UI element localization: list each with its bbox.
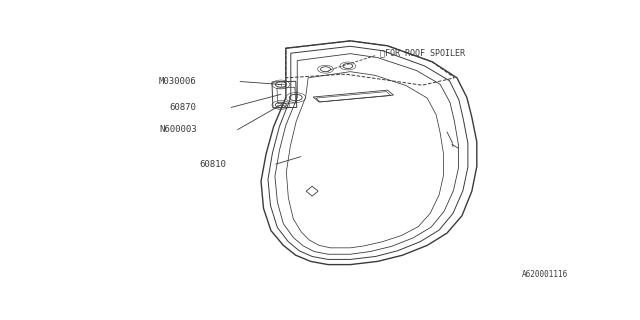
Text: A620001116: A620001116 xyxy=(522,270,568,279)
Text: 60870: 60870 xyxy=(170,103,196,112)
Text: M030006: M030006 xyxy=(159,77,196,86)
Text: ※FOR ROOF SPOILER: ※FOR ROOF SPOILER xyxy=(380,49,465,58)
Text: 60810: 60810 xyxy=(200,160,227,169)
Text: N600003: N600003 xyxy=(159,125,196,134)
